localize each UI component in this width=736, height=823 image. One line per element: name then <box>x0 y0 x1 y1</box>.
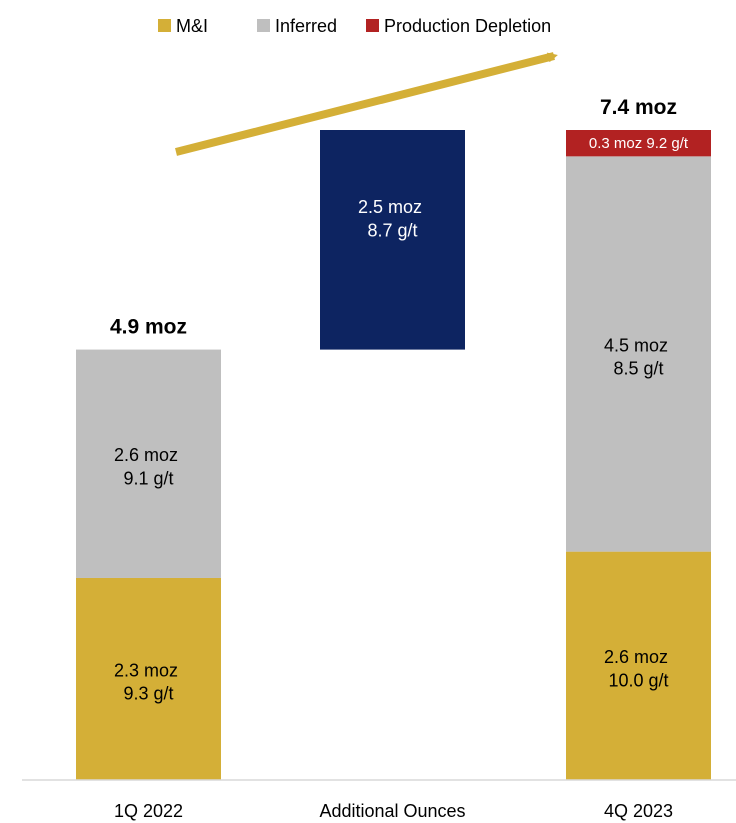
legend-label-inferred: Inferred <box>275 16 337 36</box>
legend-swatch-depletion <box>366 19 379 32</box>
bar-1q2022-mi <box>76 577 221 780</box>
total-label-4q2023: 7.4 moz <box>600 96 677 119</box>
bar-4q2023-depletion <box>566 130 711 157</box>
label-4q2023-depletion: 0.3 moz 9.2 g/t <box>589 135 689 152</box>
segment-labels: 2.3 moz 9.3 g/t 2.6 moz 9.1 g/t 2.5 moz … <box>114 135 689 704</box>
bars <box>76 130 711 780</box>
label-4q2023-mi: 2.6 moz 10.0 g/t <box>604 647 673 690</box>
label-1q2022-mi: 2.3 moz 9.3 g/t <box>114 660 183 703</box>
legend: M&I Inferred Production Depletion <box>158 16 551 36</box>
total-label-1q2022: 4.9 moz <box>110 316 187 339</box>
bar-4q2023-inferred <box>566 156 711 552</box>
legend-label-depletion: Production Depletion <box>384 16 551 36</box>
bar-additional-ounces <box>320 130 465 350</box>
category-label-additional-ounces: Additional Ounces <box>319 801 465 821</box>
category-label-4q2023: 4Q 2023 <box>604 801 673 821</box>
bar-1q2022-inferred <box>76 349 221 578</box>
category-label-1q2022: 1Q 2022 <box>114 801 183 821</box>
legend-swatch-inferred <box>257 19 270 32</box>
trend-arrow <box>175 52 558 156</box>
legend-label-mi: M&I <box>176 16 208 36</box>
legend-swatch-mi <box>158 19 171 32</box>
label-4q2023-inferred: 4.5 moz 8.5 g/t <box>604 335 673 378</box>
bar-4q2023-mi <box>566 551 711 780</box>
label-1q2022-inferred: 2.6 moz 9.1 g/t <box>114 445 183 488</box>
label-additional-ounces: 2.5 moz 8.7 g/t <box>358 197 427 240</box>
